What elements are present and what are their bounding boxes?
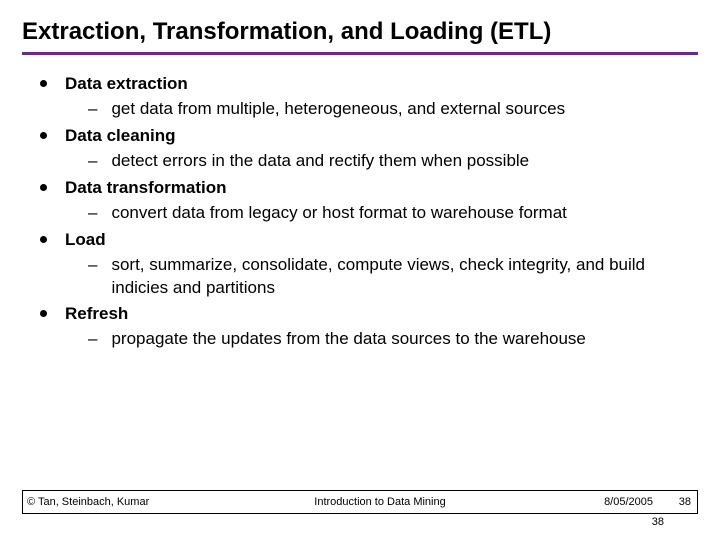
title-underline (22, 52, 698, 55)
sub-bullet-text: get data from multiple, heterogeneous, a… (111, 98, 565, 121)
bullet-item: Load (40, 229, 688, 252)
footer-authors: © Tan, Steinbach, Kumar (23, 496, 223, 508)
sub-bullet-text: sort, summarize, consolidate, compute vi… (111, 254, 688, 300)
dash-icon: – (88, 328, 97, 351)
bullet-item: Data extraction (40, 73, 688, 96)
footer-page-number: 38 (657, 496, 697, 508)
sub-bullet-item: – detect errors in the data and rectify … (40, 150, 688, 173)
bullet-label: Data transformation (65, 177, 227, 200)
sub-bullet-text: detect errors in the data and rectify th… (111, 150, 529, 173)
footer-date: 8/05/2005 (537, 496, 657, 508)
bullet-dot-icon (40, 132, 47, 139)
dash-icon: – (88, 150, 97, 173)
sub-bullet-item: – sort, summarize, consolidate, compute … (40, 254, 688, 300)
sub-bullet-text: propagate the updates from the data sour… (111, 328, 585, 351)
bullet-item: Refresh (40, 303, 688, 326)
bullet-label: Data extraction (65, 73, 188, 96)
bullet-label: Data cleaning (65, 125, 176, 148)
bullet-label: Load (65, 229, 106, 252)
dash-icon: – (88, 98, 97, 121)
slide-title: Extraction, Transformation, and Loading … (22, 18, 698, 46)
footer-bar: © Tan, Steinbach, Kumar Introduction to … (22, 490, 698, 514)
bullet-dot-icon (40, 236, 47, 243)
slide-container: Extraction, Transformation, and Loading … (0, 0, 720, 540)
sub-bullet-item: – convert data from legacy or host forma… (40, 202, 688, 225)
footer-title: Introduction to Data Mining (223, 496, 537, 508)
bullet-dot-icon (40, 184, 47, 191)
content-area: Data extraction – get data from multiple… (22, 73, 698, 351)
sub-bullet-text: convert data from legacy or host format … (111, 202, 566, 225)
bullet-item: Data cleaning (40, 125, 688, 148)
sub-bullet-item: – get data from multiple, heterogeneous,… (40, 98, 688, 121)
sub-bullet-item: – propagate the updates from the data so… (40, 328, 688, 351)
page-number-shadow: 38 (652, 516, 664, 528)
bullet-label: Refresh (65, 303, 128, 326)
bullet-item: Data transformation (40, 177, 688, 200)
bullet-dot-icon (40, 310, 47, 317)
bullet-dot-icon (40, 80, 47, 87)
dash-icon: – (88, 254, 97, 277)
dash-icon: – (88, 202, 97, 225)
